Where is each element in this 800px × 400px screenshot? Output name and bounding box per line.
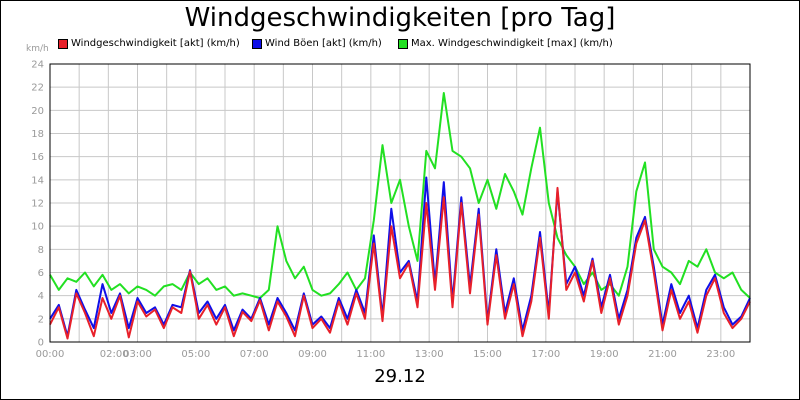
legend-label-max-windgeschwindigkeit: Max. Windgeschwindigkeit [max] (km/h) (411, 38, 613, 49)
x-axis-date-label: 29.12 (374, 366, 426, 387)
y-tick-label: 20 (31, 106, 44, 117)
chart-title: Windgeschwindigkeiten [pro Tag] (184, 3, 616, 33)
x-tick-label: 09:00 (298, 349, 327, 360)
legend-label-wind-boeen: Wind Böen [akt] (km/h) (265, 38, 382, 49)
legend-item-windgeschwindigkeit: Windgeschwindigkeit [akt] (km/h) (58, 38, 240, 49)
legend-swatch-blue (252, 38, 262, 49)
y-axis-unit-label: km/h (26, 44, 49, 54)
y-tick-label: 18 (31, 129, 44, 140)
x-tick-label: 00:00 (36, 349, 65, 360)
x-tick-label: 11:00 (356, 349, 385, 360)
legend-item-max-windgeschwindigkeit: Max. Windgeschwindigkeit [max] (km/h) (398, 38, 613, 49)
x-tick-label: 13:00 (415, 349, 444, 360)
plot-border (49, 63, 751, 343)
x-tick-label: 21:00 (648, 349, 677, 360)
x-tick-label: 02:00 (100, 349, 129, 360)
y-tick-label: 12 (31, 199, 44, 210)
x-tick-label: 19:00 (590, 349, 619, 360)
y-tick-label: 0 (38, 338, 44, 349)
x-tick-label: 23:00 (706, 349, 735, 360)
series-line-0 (49, 186, 751, 340)
y-tick-label: 10 (31, 222, 44, 233)
y-tick-label: 8 (38, 245, 44, 256)
x-tick-label: 03:00 (123, 349, 152, 360)
x-tick-label: 05:00 (181, 349, 210, 360)
y-tick-label: 22 (31, 83, 44, 94)
y-tick-label: 6 (38, 268, 44, 279)
x-tick-label: 17:00 (531, 349, 560, 360)
y-tick-label: 4 (38, 291, 44, 302)
y-tick-label: 14 (31, 175, 44, 186)
y-tick-label: 24 (31, 60, 44, 71)
legend-swatch-green (398, 38, 408, 49)
x-tick-label: 07:00 (240, 349, 269, 360)
legend-swatch-red (58, 38, 68, 49)
x-tick-label: 15:00 (473, 349, 502, 360)
legend-item-wind-boeen: Wind Böen [akt] (km/h) (252, 38, 382, 49)
y-tick-label: 2 (38, 314, 44, 325)
y-tick-label: 16 (31, 152, 44, 163)
series-line-2 (49, 92, 751, 299)
legend-label-windgeschwindigkeit: Windgeschwindigkeit [akt] (km/h) (71, 38, 240, 49)
